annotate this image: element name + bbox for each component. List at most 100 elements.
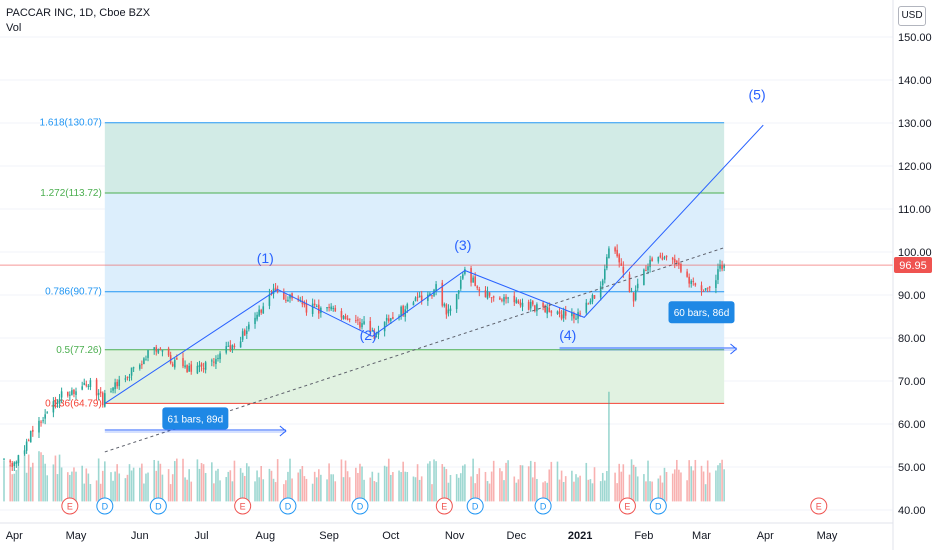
volume-bar [715, 470, 717, 502]
axis-layer[interactable]: 40.00 50.00 60.00 70.00 80.00 90.00 100.00 110.… [6, 32, 932, 542]
candle-body [636, 283, 639, 289]
candle-body [54, 400, 57, 405]
volume-bar [369, 477, 372, 502]
candle-body [332, 307, 335, 309]
volume-bar [700, 465, 703, 502]
candle-body [548, 307, 551, 313]
candle-body [702, 290, 705, 292]
volume-bar [575, 474, 577, 502]
candle-body [110, 391, 112, 393]
candle-body [529, 301, 532, 309]
candle-body [449, 308, 452, 312]
candle-body [190, 364, 193, 372]
volume-bar [318, 469, 320, 502]
volume-bar [671, 473, 674, 502]
volume-bar [503, 480, 505, 502]
candle-body [303, 302, 306, 305]
earnings-marker-letter: D [285, 502, 292, 512]
volume-bar [243, 476, 246, 502]
fib-band-bottom [104, 349, 725, 404]
candle-body [186, 365, 188, 373]
earnings-marker [534, 497, 552, 515]
volume-bar [542, 482, 544, 502]
candle-body [241, 331, 244, 340]
currency-button[interactable]: USD [898, 6, 926, 26]
candle-body [143, 358, 145, 365]
volume-bar [723, 469, 725, 502]
volume-bar [604, 480, 606, 502]
candle-body [661, 257, 664, 260]
candle-body [390, 318, 392, 321]
candle-body [11, 462, 14, 467]
candle-body [211, 360, 213, 362]
volume-bar [472, 458, 474, 502]
earnings-marker [149, 497, 167, 515]
volume-bar [643, 474, 645, 502]
volume-bar [159, 463, 162, 502]
candle-body [665, 255, 668, 258]
candle-body [3, 459, 5, 461]
candle-body [361, 323, 363, 328]
candle-body [346, 318, 349, 320]
fib-level-label: 0.786(90.77) [45, 287, 102, 298]
candle-body [69, 394, 71, 396]
symbol-title[interactable]: PACCAR INC, 1D, Cboe BZX [6, 7, 151, 19]
earnings-marker-letter: D [102, 502, 109, 512]
candle-body [591, 294, 594, 302]
candle-body [38, 420, 40, 433]
volume-bar [375, 482, 378, 502]
candle-body [254, 317, 256, 325]
candle-body [632, 292, 635, 302]
volume-bar [414, 477, 417, 502]
volume-bar [527, 466, 530, 502]
volume-bar [83, 483, 86, 502]
volume-bar [359, 463, 361, 502]
volume-bar [385, 466, 388, 502]
volume-bar [289, 458, 291, 502]
volume-bar [556, 461, 559, 502]
volume-bar [363, 479, 365, 502]
volume-bar [9, 465, 11, 502]
candle-body [60, 391, 63, 398]
volume-bar [373, 481, 376, 502]
candle-body [536, 304, 538, 312]
volume-bar [260, 466, 262, 502]
candle-body [56, 402, 59, 404]
volume-bar [361, 466, 363, 502]
volume-label[interactable]: Vol [6, 22, 22, 34]
candle-body [527, 301, 530, 310]
candle-body [651, 258, 653, 262]
candle-body [671, 257, 674, 260]
volume-bar [217, 468, 219, 502]
candle-body [604, 268, 606, 280]
volume-bar [58, 454, 61, 502]
candle-body [462, 274, 464, 279]
volume-bar [118, 473, 121, 502]
candle-body [89, 380, 92, 387]
volume-bar [17, 458, 20, 502]
volume-bar [155, 470, 158, 502]
volume-bar [69, 474, 71, 502]
fib-level-label: 1.618(130.07) [40, 118, 102, 129]
volume-bar [328, 463, 330, 502]
candle-body [348, 318, 351, 320]
volume-bar [632, 464, 635, 502]
volume-bar [42, 454, 44, 502]
y-tick-label: 110.00 [898, 204, 931, 216]
candle-body [315, 306, 318, 308]
volume-bar [344, 460, 347, 502]
volume-bar [112, 480, 114, 502]
volume-bar [377, 472, 380, 502]
x-tick-label: Feb [634, 530, 653, 542]
volume-bar [311, 483, 314, 502]
candle-body [188, 365, 190, 372]
volume-bar [455, 474, 458, 502]
candle-body [616, 249, 618, 257]
volume-bar [431, 484, 433, 502]
candle-body [132, 367, 135, 369]
volume-bar [99, 483, 102, 502]
volume-bar [299, 469, 302, 502]
volume-bar [110, 472, 112, 502]
